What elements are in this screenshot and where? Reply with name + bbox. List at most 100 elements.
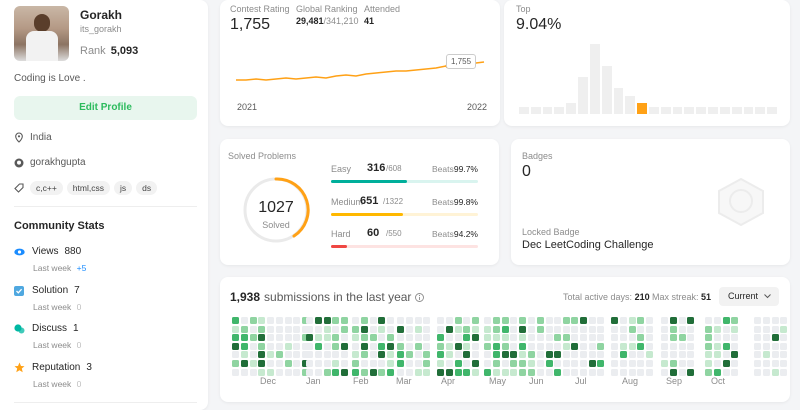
- heatmap-cell[interactable]: [437, 342, 444, 350]
- heatmap-cell[interactable]: [678, 360, 686, 367]
- heatmap-cell[interactable]: [528, 334, 535, 342]
- heatmap-cell[interactable]: [771, 317, 779, 324]
- heatmap-cell[interactable]: [405, 351, 413, 359]
- heatmap-cell[interactable]: [536, 342, 544, 350]
- heatmap-cell[interactable]: [445, 368, 453, 376]
- heatmap-cell[interactable]: [454, 360, 462, 367]
- heatmap-cell[interactable]: [588, 334, 596, 342]
- heatmap-cell[interactable]: [519, 317, 527, 324]
- heatmap-cell[interactable]: [563, 342, 571, 350]
- heatmap-cell[interactable]: [501, 368, 509, 376]
- heatmap-cell[interactable]: [302, 342, 310, 350]
- heatmap-cell[interactable]: [306, 360, 313, 367]
- heatmap-cell[interactable]: [536, 325, 544, 333]
- heatmap-cell[interactable]: [597, 368, 605, 376]
- heatmap-cell[interactable]: [661, 317, 668, 324]
- heatmap-cell[interactable]: [669, 360, 677, 367]
- heatmap-cell[interactable]: [323, 351, 331, 359]
- heatmap-cell[interactable]: [771, 351, 779, 359]
- heatmap-cell[interactable]: [369, 360, 377, 367]
- heatmap-cell[interactable]: [628, 325, 636, 333]
- heatmap-cell[interactable]: [437, 334, 444, 342]
- heatmap-cell[interactable]: [378, 317, 386, 324]
- heatmap-cell[interactable]: [528, 317, 535, 324]
- heatmap-cell[interactable]: [528, 368, 535, 376]
- heatmap-cell[interactable]: [293, 368, 301, 376]
- heatmap-cell[interactable]: [249, 360, 257, 367]
- heatmap-cell[interactable]: [378, 360, 386, 367]
- heatmap-cell[interactable]: [267, 342, 274, 350]
- heatmap-cell[interactable]: [387, 317, 395, 324]
- heatmap-cell[interactable]: [528, 325, 535, 333]
- heatmap-cell[interactable]: [510, 360, 518, 367]
- heatmap-cell[interactable]: [646, 317, 654, 324]
- heatmap-cell[interactable]: [501, 325, 509, 333]
- heatmap-cell[interactable]: [387, 368, 395, 376]
- heatmap-cell[interactable]: [275, 317, 283, 324]
- heatmap-cell[interactable]: [687, 342, 695, 350]
- heatmap-cell[interactable]: [762, 360, 770, 367]
- heatmap-cell[interactable]: [628, 317, 636, 324]
- heatmap-cell[interactable]: [519, 342, 527, 350]
- period-dropdown[interactable]: Current: [719, 287, 779, 306]
- heatmap-cell[interactable]: [463, 334, 471, 342]
- heatmap-cell[interactable]: [341, 360, 349, 367]
- heatmap-cell[interactable]: [501, 342, 509, 350]
- heatmap-cell[interactable]: [369, 325, 377, 333]
- heatmap-cell[interactable]: [628, 360, 636, 367]
- heatmap-cell[interactable]: [731, 351, 739, 359]
- heatmap-cell[interactable]: [528, 342, 535, 350]
- heatmap-cell[interactable]: [492, 317, 500, 324]
- heatmap-cell[interactable]: [484, 325, 491, 333]
- heatmap-cell[interactable]: [249, 351, 257, 359]
- heatmap-cell[interactable]: [492, 325, 500, 333]
- heatmap-cell[interactable]: [445, 351, 453, 359]
- heatmap-cell[interactable]: [284, 342, 292, 350]
- edit-profile-button[interactable]: Edit Profile: [14, 96, 197, 120]
- heatmap-cell[interactable]: [571, 325, 578, 333]
- heatmap-cell[interactable]: [619, 360, 627, 367]
- heatmap-cell[interactable]: [240, 334, 248, 342]
- heatmap-cell[interactable]: [293, 351, 301, 359]
- heatmap-cell[interactable]: [258, 368, 266, 376]
- heatmap-cell[interactable]: [240, 351, 248, 359]
- heatmap-cell[interactable]: [414, 368, 422, 376]
- heatmap-cell[interactable]: [722, 360, 730, 367]
- heatmap-cell[interactable]: [323, 368, 331, 376]
- heatmap-cell[interactable]: [528, 360, 535, 367]
- heatmap-cell[interactable]: [619, 368, 627, 376]
- heatmap-cell[interactable]: [484, 334, 491, 342]
- heatmap-cell[interactable]: [705, 360, 712, 367]
- heatmap-cell[interactable]: [249, 317, 257, 324]
- heatmap-cell[interactable]: [445, 325, 453, 333]
- heatmap-cell[interactable]: [445, 342, 453, 350]
- heatmap-cell[interactable]: [405, 325, 413, 333]
- heatmap-cell[interactable]: [661, 360, 668, 367]
- heatmap-cell[interactable]: [492, 342, 500, 350]
- heatmap-cell[interactable]: [360, 342, 368, 350]
- heatmap-cell[interactable]: [646, 368, 654, 376]
- heatmap-cell[interactable]: [369, 368, 377, 376]
- heatmap-cell[interactable]: [687, 325, 695, 333]
- heatmap-cell[interactable]: [240, 368, 248, 376]
- heatmap-cell[interactable]: [563, 317, 571, 324]
- heatmap-cell[interactable]: [472, 351, 480, 359]
- heatmap-cell[interactable]: [332, 351, 340, 359]
- heatmap-cell[interactable]: [302, 368, 310, 376]
- heatmap-cell[interactable]: [387, 351, 395, 359]
- heatmap-cell[interactable]: [669, 317, 677, 324]
- heatmap-cell[interactable]: [284, 334, 292, 342]
- heatmap-cell[interactable]: [302, 351, 310, 359]
- heatmap-cell[interactable]: [267, 317, 274, 324]
- heatmap-cell[interactable]: [341, 334, 349, 342]
- heatmap-cell[interactable]: [258, 317, 266, 324]
- heatmap-cell[interactable]: [387, 334, 395, 342]
- heatmap-cell[interactable]: [501, 317, 509, 324]
- heatmap-cell[interactable]: [597, 317, 605, 324]
- heatmap-cell[interactable]: [731, 368, 739, 376]
- heatmap-cell[interactable]: [275, 360, 283, 367]
- heatmap-cell[interactable]: [341, 317, 349, 324]
- heatmap-cell[interactable]: [306, 317, 313, 324]
- heatmap-cell[interactable]: [731, 325, 739, 333]
- heatmap-cell[interactable]: [611, 317, 618, 324]
